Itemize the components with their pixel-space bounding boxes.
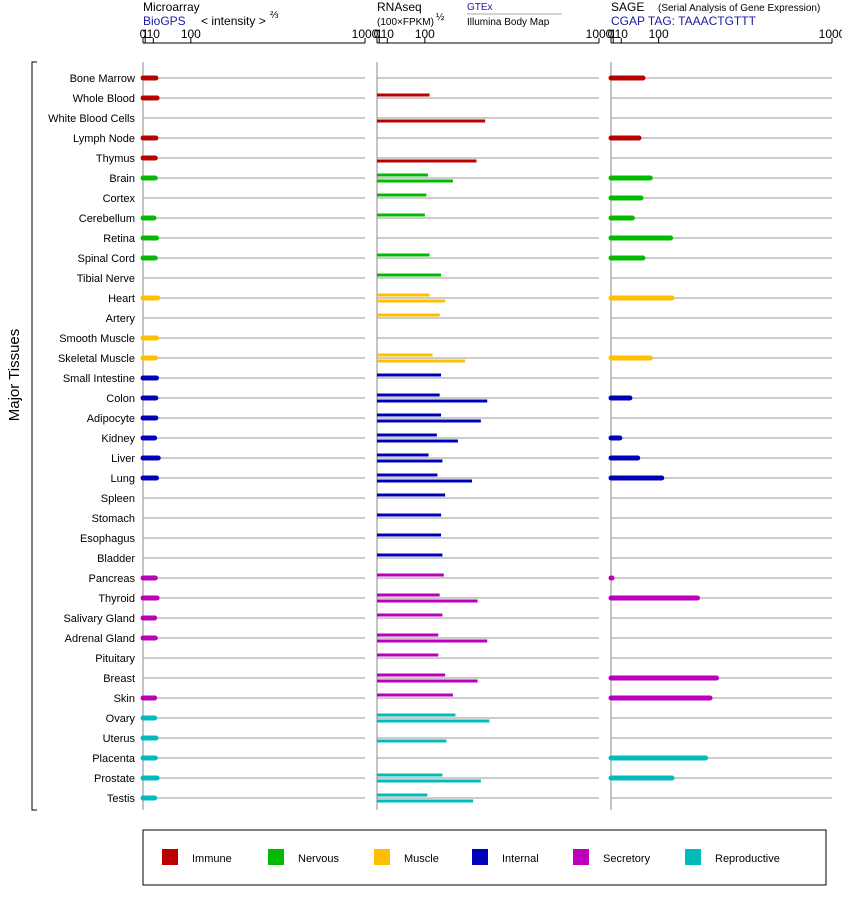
legend-swatch-internal	[472, 849, 488, 865]
tissue-label: Skin	[114, 693, 135, 705]
x-tick-label: 0	[374, 27, 381, 41]
legend-swatch-secretory	[573, 849, 589, 865]
tissue-label: Prostate	[94, 773, 135, 785]
sage-header: SAGE (Serial Analysis of Gene Expression…	[611, 0, 820, 28]
x-tick-label: 100	[649, 27, 669, 41]
tissue-label: Bone Marrow	[70, 73, 135, 85]
legend-label-secretory: Secretory	[603, 853, 651, 865]
tissue-labels: Bone Marrow Whole Blood White Blood Cells L…	[48, 73, 136, 805]
x-tick-label: 10	[381, 27, 395, 41]
tissue-label: Salivary Gland	[63, 613, 135, 625]
tissue-label: Thymus	[96, 153, 136, 165]
fpkm-label: (100×FPKM)	[377, 17, 434, 28]
tissue-label: Colon	[106, 393, 135, 405]
x-tick-label: 0	[140, 27, 147, 41]
tissue-label: Bladder	[97, 553, 135, 565]
ibm-legend-label: Illumina Body Map	[467, 17, 550, 28]
sage-note: (Serial Analysis of Gene Expression)	[658, 3, 820, 14]
x-tick-label: 1	[376, 27, 383, 41]
tissue-label: Adrenal Gland	[65, 633, 135, 645]
tissue-label: Stomach	[92, 513, 135, 525]
tissue-label: Kidney	[101, 433, 135, 445]
legend-label-muscle: Muscle	[404, 853, 439, 865]
x-tick-label: 100	[181, 27, 201, 41]
x-tick-label: 10	[147, 27, 161, 41]
x-tick-label: 10	[615, 27, 629, 41]
microarray-title: Microarray	[143, 0, 200, 14]
tissue-label: Small Intestine	[63, 373, 135, 385]
tissue-label: Testis	[107, 793, 136, 805]
microarray-header: Microarray BioGPS < intensity > ⅔	[143, 0, 279, 28]
x-tick-label: 100	[415, 27, 435, 41]
tissue-label: Adipocyte	[87, 413, 135, 425]
legend-swatch-immune	[162, 849, 178, 865]
legend-swatch-nervous	[268, 849, 284, 865]
tissue-label: Smooth Muscle	[59, 333, 135, 345]
x-tick-label: 1000	[819, 27, 842, 41]
legend-label-immune: Immune	[192, 853, 232, 865]
tissue-label: Spleen	[101, 493, 135, 505]
x-tick-label: 1000	[586, 27, 613, 41]
tissue-label: White Blood Cells	[48, 113, 135, 125]
gtex-legend-label[interactable]: GTEx	[467, 2, 493, 13]
tissue-label: Heart	[108, 293, 135, 305]
tissue-label: Placenta	[92, 753, 136, 765]
gridlines	[143, 77, 832, 799]
legend-label-nervous: Nervous	[298, 853, 339, 865]
tissue-label: Breast	[103, 673, 135, 685]
x-tick-label: 1	[610, 27, 617, 41]
tissue-label: Cortex	[103, 193, 136, 205]
tissue-label: Artery	[106, 313, 136, 325]
tissue-label: Ovary	[106, 713, 136, 725]
tissue-label: Pancreas	[89, 573, 136, 585]
tissue-label: Uterus	[103, 733, 136, 745]
intensity-exponent: ⅔	[270, 10, 279, 21]
tissue-label: Whole Blood	[73, 93, 135, 105]
x-tick-label: 0	[608, 27, 615, 41]
rnaseq-title: RNAseq	[377, 0, 422, 14]
fpkm-exponent: ½	[436, 12, 445, 23]
tissue-label: Cerebellum	[79, 213, 135, 225]
tissue-label: Esophagus	[80, 533, 136, 545]
sage-title: SAGE	[611, 0, 644, 14]
tissue-label: Liver	[111, 453, 135, 465]
legend-swatch-muscle	[374, 849, 390, 865]
tissue-label: Skeletal Muscle	[58, 353, 135, 365]
x-tick-label: 1000	[352, 27, 379, 41]
tissue-label: Pituitary	[95, 653, 135, 665]
tissue-label: Tibial Nerve	[77, 273, 135, 285]
legend-label-reproductive: Reproductive	[715, 853, 780, 865]
rnaseq-header: RNAseq (100×FPKM) ½ GTEx Illumina Body M…	[377, 0, 562, 28]
tissue-label: Retina	[103, 233, 136, 245]
y-group-label: Major Tissues	[6, 329, 23, 422]
biogps-link[interactable]: BioGPS	[143, 14, 186, 28]
tissue-label: Spinal Cord	[78, 253, 135, 265]
sage-tag-link[interactable]: CGAP TAG: TAAACTGTTT	[611, 14, 757, 28]
legend-label-internal: Internal	[502, 853, 539, 865]
tissue-bracket	[31, 61, 37, 811]
x-tick-label: 1	[142, 27, 149, 41]
tissue-label: Lung	[111, 473, 135, 485]
bars	[140, 75, 720, 803]
tissue-label: Brain	[109, 173, 135, 185]
legend-swatch-reproductive	[685, 849, 701, 865]
legend: Immune Nervous Muscle Internal Secretory Repr…	[162, 849, 780, 865]
tissue-label: Thyroid	[98, 593, 135, 605]
intensity-label: < intensity >	[201, 14, 266, 28]
tissue-label: Lymph Node	[73, 133, 135, 145]
